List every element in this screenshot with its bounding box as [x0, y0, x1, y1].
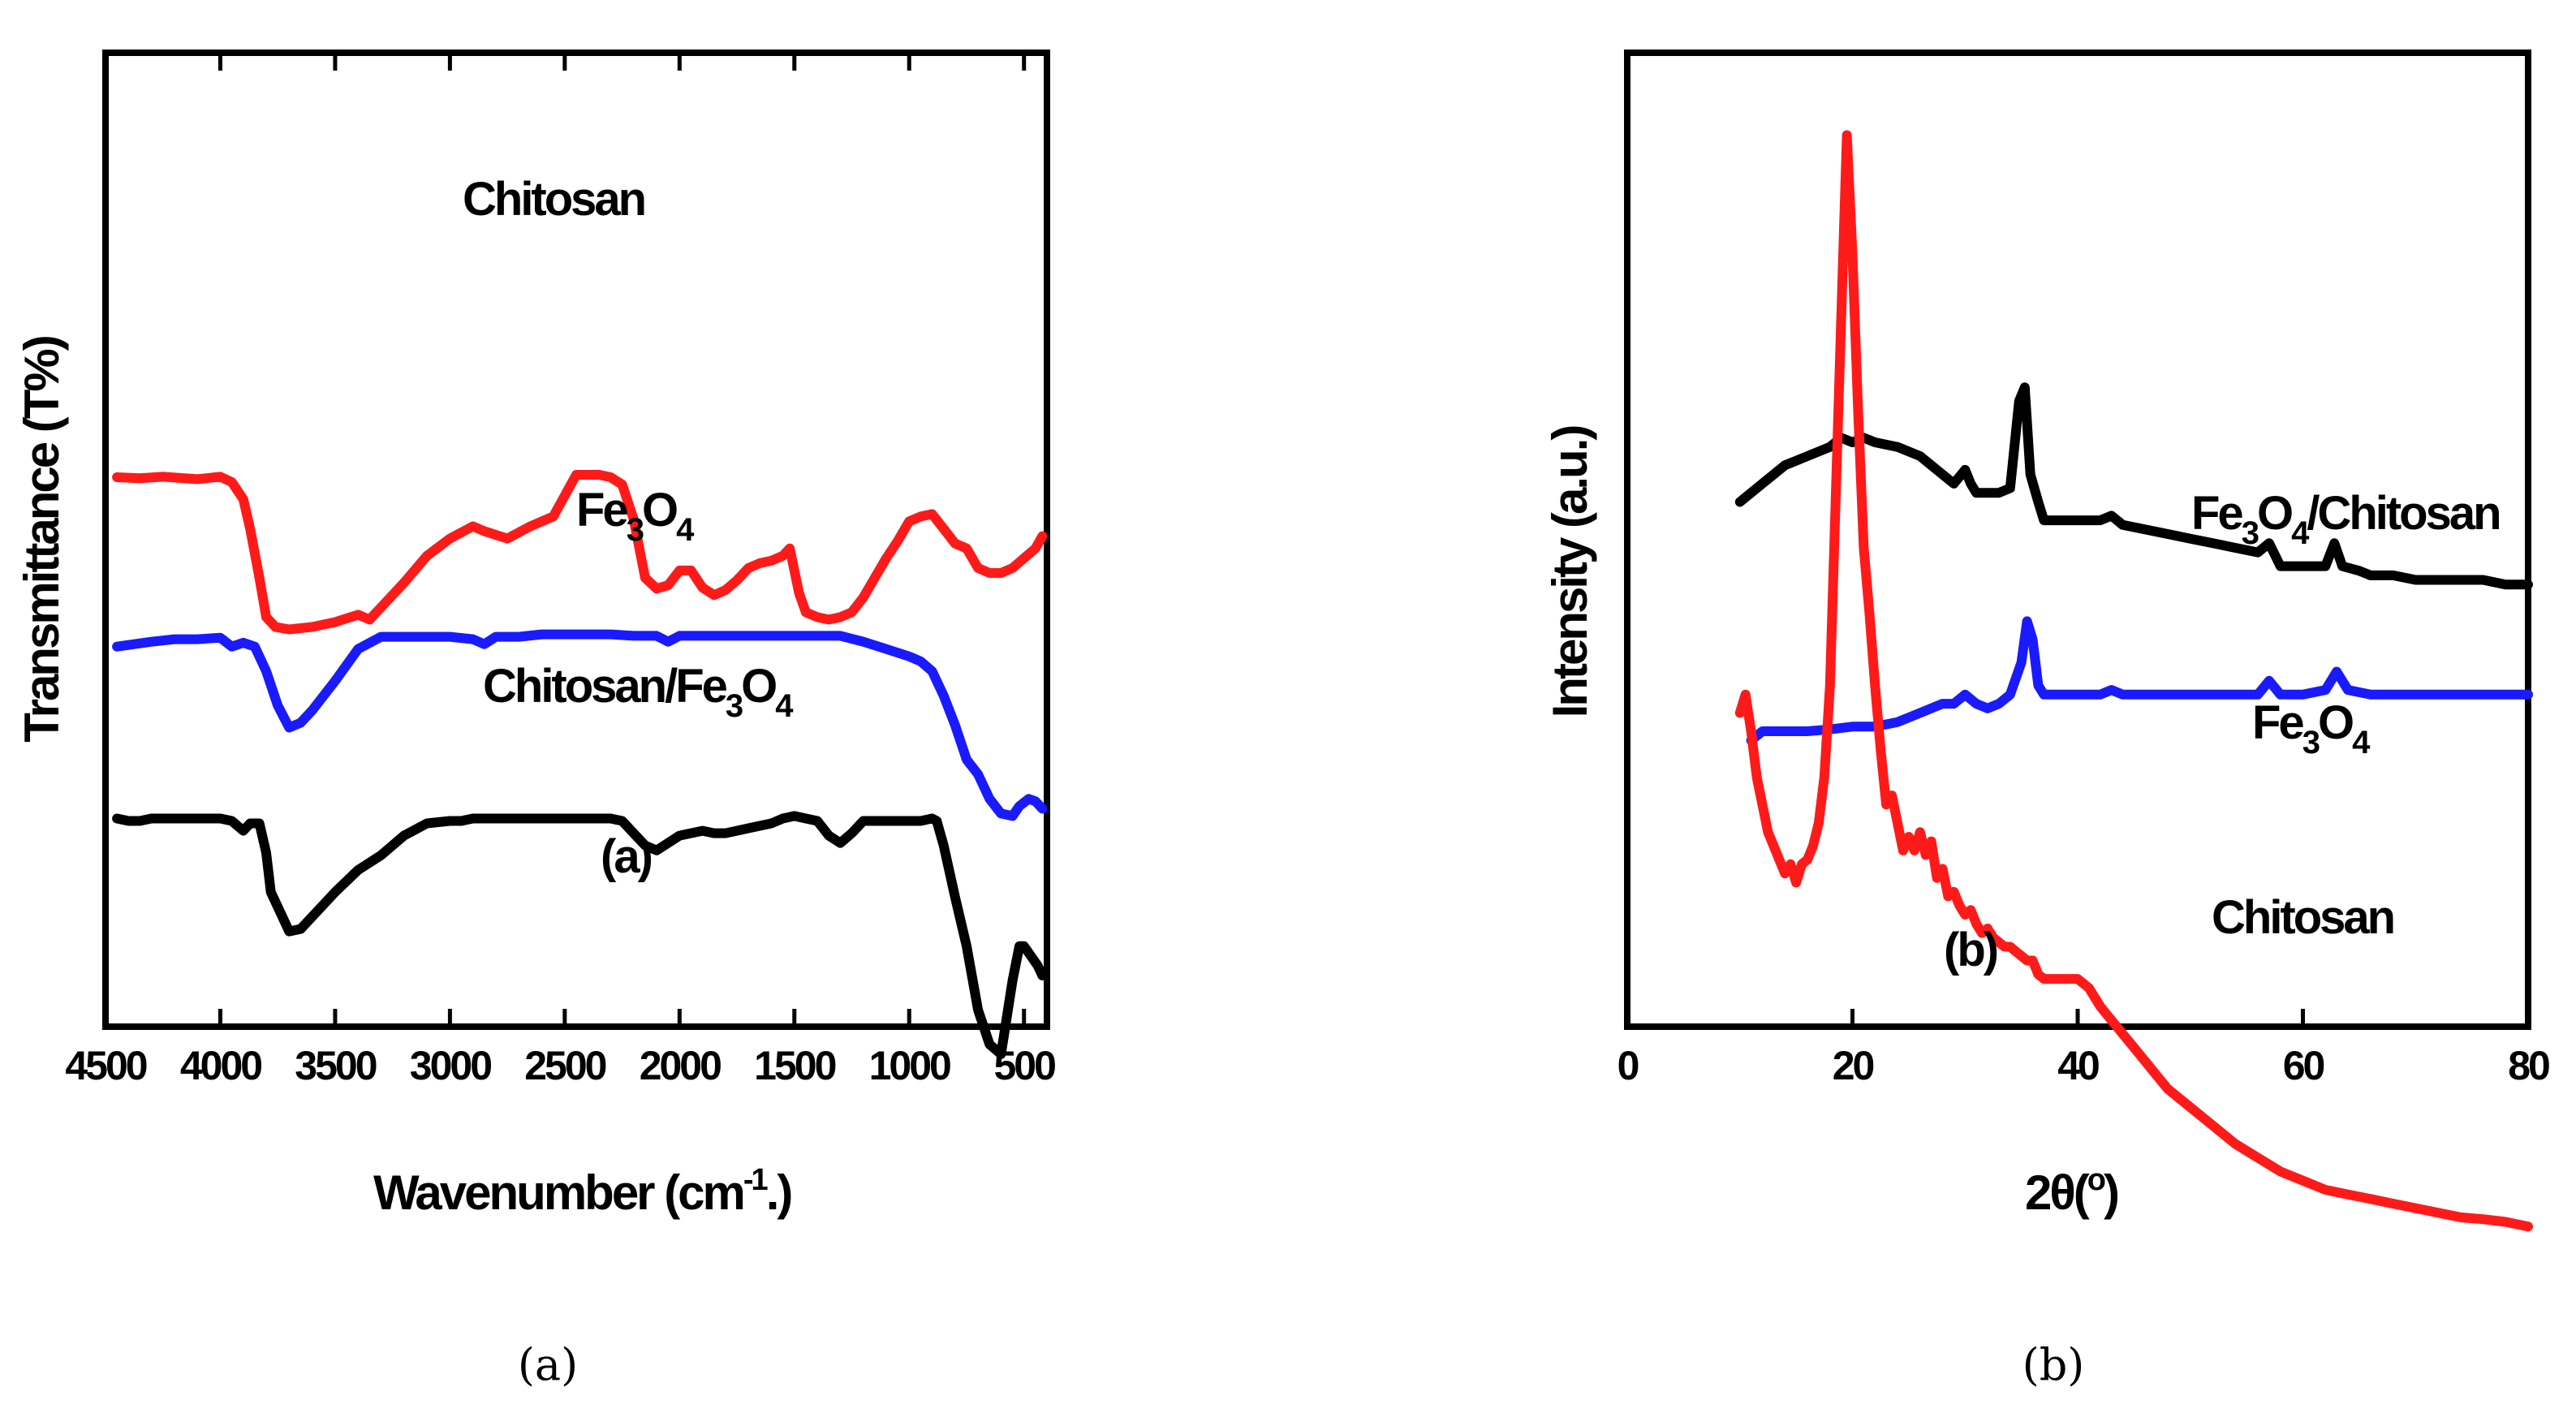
panel-b-chitosan-label: Chitosan: [2212, 891, 2393, 944]
panel-a-panel-label: (a): [601, 830, 652, 883]
panel-a-fe3o4-label: Fe3O4: [576, 484, 695, 548]
panel-b-fe3o4-label: Fe3O4: [2252, 696, 2371, 760]
panel-b-x-tick-label: 80: [2508, 1043, 2549, 1088]
panel-a-x-tick-label: 3000: [410, 1043, 491, 1088]
panel-b-series-line-fe3o4: [1746, 616, 2533, 746]
panel-b-x-tick-label: 0: [1618, 1043, 1639, 1088]
panel-a-x-tick-label: 2000: [640, 1043, 721, 1088]
panel-b-series-line-chitosan: [1734, 130, 2533, 1232]
panel-a-x-tick-label: 2500: [524, 1043, 605, 1088]
panel-a-composite-label: Chitosan/Fe3O4: [483, 660, 794, 724]
panel-a-series-line-chitosan: [112, 470, 1048, 635]
panel-a-x-tick-label: 3500: [295, 1043, 376, 1088]
panel-b-x-tick-label: 40: [2057, 1043, 2099, 1088]
panel-a-x-tick-label: 4500: [65, 1043, 146, 1088]
panel-b-x-ticks: 0 20 40 60 80: [1618, 1009, 2552, 1088]
panel-b-x-tick-label: 20: [1833, 1043, 1874, 1088]
panel-a-plot-frame: [102, 50, 1050, 1030]
panel-a-caption: (a): [518, 1339, 578, 1390]
panel-b-x-tick-label: 60: [2283, 1043, 2324, 1088]
panel-a-x-tick-label: 4000: [180, 1043, 261, 1088]
panel-a: 4500 4000 3500 3000 2500 2000 1500 1000 500 Tran…: [15, 50, 1058, 1390]
panel-b-series: [1734, 130, 2533, 1232]
panel-a-y-axis-label: Transmittance (T%): [15, 337, 69, 742]
panel-a-x-ticks: 4500 4000 3500 3000 2500 2000 1500 1000 500: [65, 53, 1058, 1088]
panel-a-x-axis-label: Wavenumber (cm-1.): [373, 1163, 790, 1220]
panel-a-x-tick-label: 1500: [754, 1043, 835, 1088]
panel-b-series-line-fe3o4-chitosan: [1734, 382, 2533, 590]
panel-b-caption: (b): [2022, 1339, 2085, 1390]
panel-b-y-axis-label: Intensity (a.u.): [1543, 427, 1597, 718]
panel-a-series-line-fe3o4: [112, 629, 1048, 821]
panel-b-composite-label: Fe3O4/Chitosan: [2191, 487, 2500, 551]
panel-b-plot-frame: [1624, 50, 2531, 1030]
panel-b: 0 20 40 60 80 Intensity (a.u.) 2θ(o) Fe3O4/C…: [1543, 50, 2552, 1390]
panel-b-panel-label: (b): [1944, 924, 1997, 976]
panel-b-x-axis-label: 2θ(o): [2025, 1163, 2117, 1220]
panel-a-x-tick-label: 1000: [869, 1043, 950, 1088]
panel-a-series-line-chitosan-fe3o4: [112, 811, 1048, 1059]
panel-a-chitosan-label: Chitosan: [463, 173, 644, 226]
panel-a-series: [112, 470, 1048, 1059]
